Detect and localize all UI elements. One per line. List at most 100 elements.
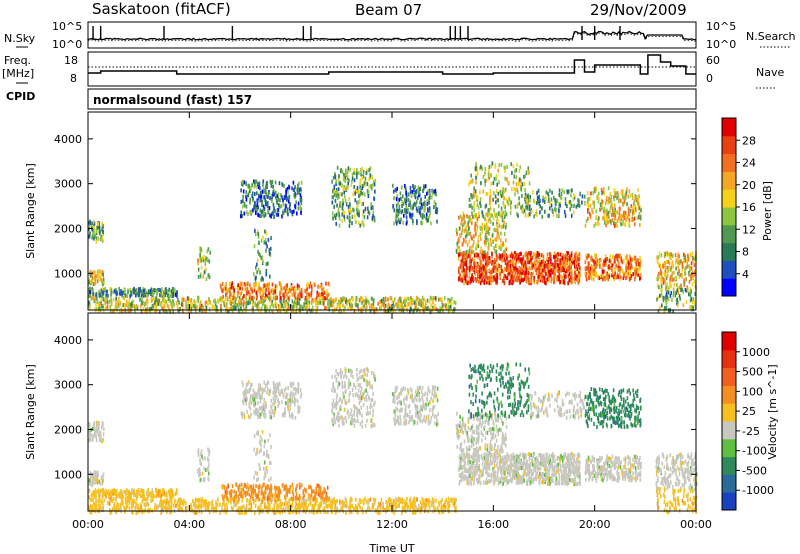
range-cell [500,162,503,167]
range-cell [334,198,337,203]
range-cell [573,193,575,198]
range-cell [204,303,207,308]
range-cell [172,309,175,314]
range-cell [90,290,93,295]
range-cell [245,194,248,199]
range-cell [474,189,477,194]
range-cell [662,264,665,269]
range-cell [170,302,172,307]
range-cell [146,306,149,311]
range-cell [495,200,497,205]
range-cell [564,201,567,206]
station-title: Saskatoon (fitACF) [92,0,231,18]
range-cell [240,210,243,215]
range-cell [277,304,280,309]
range-cell [611,207,614,212]
range-cell [315,309,318,314]
range-cell [337,303,339,308]
range-cell [347,299,350,304]
range-cell [435,206,437,211]
range-cell [134,492,137,497]
range-cell [602,277,604,282]
range-cell [628,211,630,216]
range-cell [215,307,218,312]
range-cell [371,302,374,307]
range-cell [449,304,452,309]
range-cell [89,287,91,292]
range-cell [532,263,535,268]
range-cell [560,191,563,196]
range-cell [687,254,689,259]
range-cell [358,213,360,218]
range-cell [97,224,100,229]
range-cell [414,202,417,207]
range-cell [205,277,208,282]
range-cell [291,212,294,217]
range-cell [156,492,158,497]
range-cell [399,309,402,314]
range-cell [393,196,395,201]
range-cell [449,308,451,313]
range-cell [578,203,581,208]
range-cell [496,218,499,223]
range-cell [351,306,354,311]
range-cell [672,277,675,282]
range-cell [550,203,553,208]
range-cell [577,262,580,267]
range-cell [268,206,271,211]
range-cell [261,202,263,207]
range-cell [477,239,480,244]
range-cell [253,288,256,293]
range-cell [611,263,614,268]
range-cell [592,191,595,196]
range-cell [343,173,346,178]
range-cell [639,256,641,261]
range-cell [339,298,342,303]
range-cell [187,304,189,309]
range-cell [515,175,518,180]
range-cell [156,290,158,295]
range-cell [587,265,589,270]
range-cell [262,179,265,184]
range-cell [524,270,527,275]
range-cell [93,481,96,486]
freq-label: Freq. [4,54,31,67]
range-cell [314,283,316,288]
range-cell [507,260,510,265]
range-cell [448,308,450,313]
range-cell [341,298,344,303]
range-cell [675,258,678,263]
range-cell [414,195,417,200]
range-cell [487,218,490,223]
range-cell [358,194,360,199]
range-cell [475,194,478,199]
range-cell [677,266,680,271]
range-cell [203,254,205,259]
range-cell [547,260,550,265]
range-cell [207,302,209,307]
range-cell [256,303,258,308]
range-cell [110,302,113,307]
range-cell [558,192,561,197]
range-cell [351,176,354,181]
range-cell [358,198,361,203]
range-cell [689,293,692,298]
range-cell [194,306,196,311]
range-cell [259,195,262,200]
range-cell [88,302,91,307]
range-cell [519,177,521,182]
range-cell [632,272,635,277]
range-cell [515,182,518,187]
range-cell [461,242,464,247]
range-cell [494,163,497,168]
range-cell [393,498,396,503]
range-cell [166,493,168,498]
range-cell [135,303,138,308]
range-cell [287,195,289,200]
range-cell [420,299,422,304]
range-cell [257,213,260,218]
range-cell [371,296,373,301]
range-cell [426,298,429,303]
range-cell [272,202,275,207]
range-cell [373,215,376,220]
